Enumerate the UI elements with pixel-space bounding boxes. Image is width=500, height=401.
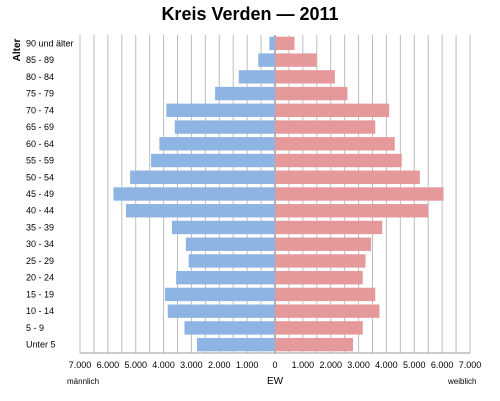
category-label: 55 - 59 [26, 156, 54, 166]
x-tick-label: 1.000 [236, 360, 259, 370]
x-tick-label: 5.000 [403, 360, 426, 370]
bar-male [238, 70, 275, 84]
left-side-label: männlich [67, 377, 99, 386]
x-tick-label: 3.000 [347, 360, 370, 370]
category-label: 85 - 89 [26, 55, 54, 65]
category-label: 90 und älter [26, 38, 74, 48]
x-axis-label: EW [267, 376, 284, 387]
bar-male [167, 304, 275, 318]
bar-male [125, 204, 275, 218]
bar-male [159, 137, 275, 151]
right-side-label: weiblich [447, 377, 476, 386]
bar-female [275, 321, 363, 335]
bar-female [275, 204, 429, 218]
bar-male [185, 237, 275, 251]
x-tick-label: 0 [272, 360, 277, 370]
bar-male [176, 270, 275, 285]
x-tick-label: 4.000 [375, 360, 398, 370]
bar-female [275, 237, 372, 251]
bar-female [275, 287, 376, 302]
x-tick-label: 3.000 [180, 360, 203, 370]
bar-female [275, 270, 363, 285]
bar-male [164, 287, 275, 302]
category-label: 25 - 29 [26, 256, 54, 266]
bar-female [275, 70, 335, 84]
bar-female [275, 220, 383, 235]
bar-male [166, 103, 275, 118]
x-tick-labels: 7.000 6.000 5.000 4.000 3.000 2.000 1.000 0 1.00… [69, 360, 482, 370]
bar-male [174, 120, 275, 134]
category-label: 15 - 19 [26, 289, 54, 299]
category-label: 70 - 74 [26, 105, 54, 115]
bar-male [269, 36, 275, 51]
category-label: 60 - 64 [26, 139, 54, 149]
x-tick-label: 5.000 [124, 360, 147, 370]
bar-female [275, 170, 420, 184]
category-label: 10 - 14 [26, 306, 54, 316]
bar-female [275, 304, 380, 318]
bars [113, 36, 444, 352]
x-tick-label: 6.000 [431, 360, 454, 370]
x-tick-label: 7.000 [459, 360, 482, 370]
bar-male [171, 220, 275, 235]
bar-male [258, 53, 275, 67]
category-label: 65 - 69 [26, 122, 54, 132]
category-label: 5 - 9 [26, 323, 44, 333]
x-tick-label: 1.000 [292, 360, 315, 370]
bar-female [275, 36, 295, 51]
category-labels: Unter 5 5 - 9 10 - 14 15 - 19 20 - 24 25 - 29… [26, 38, 74, 349]
bar-female [275, 103, 390, 118]
bar-male [215, 86, 275, 101]
bar-male [113, 187, 275, 201]
bar-male [184, 321, 275, 335]
bar-male [130, 170, 275, 184]
category-label: 80 - 84 [26, 72, 54, 82]
bar-female [275, 254, 366, 268]
bar-female [275, 137, 395, 151]
bar-male [151, 153, 275, 168]
x-tick-label: 2.000 [208, 360, 231, 370]
category-label: 75 - 79 [26, 89, 54, 99]
bar-female [275, 153, 402, 168]
bar-female [275, 53, 317, 67]
category-label: 30 - 34 [26, 239, 54, 249]
category-label: 40 - 44 [26, 206, 54, 216]
x-tick-label: 7.000 [69, 360, 92, 370]
category-label: 20 - 24 [26, 273, 54, 283]
bar-female [275, 86, 348, 101]
bar-female [275, 337, 353, 352]
category-label: 35 - 39 [26, 222, 54, 232]
bar-male [188, 254, 275, 268]
category-label: 50 - 54 [26, 172, 54, 182]
bar-male [197, 337, 275, 352]
bar-female [275, 120, 376, 134]
bar-female [275, 187, 444, 201]
x-tick-label: 2.000 [319, 360, 342, 370]
y-axis-label: Alter [12, 39, 23, 62]
category-label: Unter 5 [26, 340, 56, 350]
category-label: 45 - 49 [26, 189, 54, 199]
chart-title: Kreis Verden — 2011 [161, 4, 339, 24]
x-tick-label: 4.000 [152, 360, 175, 370]
x-tick-label: 6.000 [97, 360, 120, 370]
